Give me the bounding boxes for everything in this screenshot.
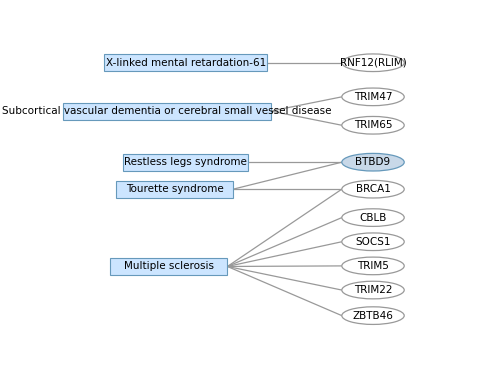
- Ellipse shape: [342, 154, 404, 171]
- Text: TRIM65: TRIM65: [354, 120, 392, 130]
- Text: Restless legs syndrome: Restless legs syndrome: [124, 157, 247, 167]
- Ellipse shape: [342, 209, 404, 227]
- Ellipse shape: [342, 257, 404, 275]
- Ellipse shape: [342, 180, 404, 198]
- Ellipse shape: [342, 233, 404, 251]
- Text: RNF12(RLIM): RNF12(RLIM): [340, 58, 407, 68]
- Text: CBLB: CBLB: [359, 213, 386, 223]
- Text: Subcortical vascular dementia or cerebral small vessel disease: Subcortical vascular dementia or cerebra…: [2, 106, 332, 116]
- Text: BRCA1: BRCA1: [356, 184, 390, 194]
- Ellipse shape: [342, 54, 404, 72]
- Ellipse shape: [342, 281, 404, 299]
- Text: TRIM5: TRIM5: [357, 261, 389, 271]
- FancyBboxPatch shape: [123, 154, 248, 171]
- Text: BTBD9: BTBD9: [355, 157, 390, 167]
- FancyBboxPatch shape: [110, 258, 227, 275]
- Text: Multiple sclerosis: Multiple sclerosis: [124, 262, 214, 272]
- Text: TRIM22: TRIM22: [354, 285, 392, 295]
- Ellipse shape: [342, 88, 404, 106]
- FancyBboxPatch shape: [116, 181, 233, 198]
- Text: ZBTB46: ZBTB46: [352, 311, 393, 321]
- Ellipse shape: [342, 117, 404, 134]
- Text: TRIM47: TRIM47: [354, 92, 392, 102]
- Text: Tourette syndrome: Tourette syndrome: [125, 184, 224, 194]
- FancyBboxPatch shape: [104, 54, 267, 71]
- Text: X-linked mental retardation-61: X-linked mental retardation-61: [106, 58, 266, 68]
- Text: SOCS1: SOCS1: [355, 237, 391, 247]
- FancyBboxPatch shape: [63, 103, 271, 120]
- Ellipse shape: [342, 307, 404, 324]
